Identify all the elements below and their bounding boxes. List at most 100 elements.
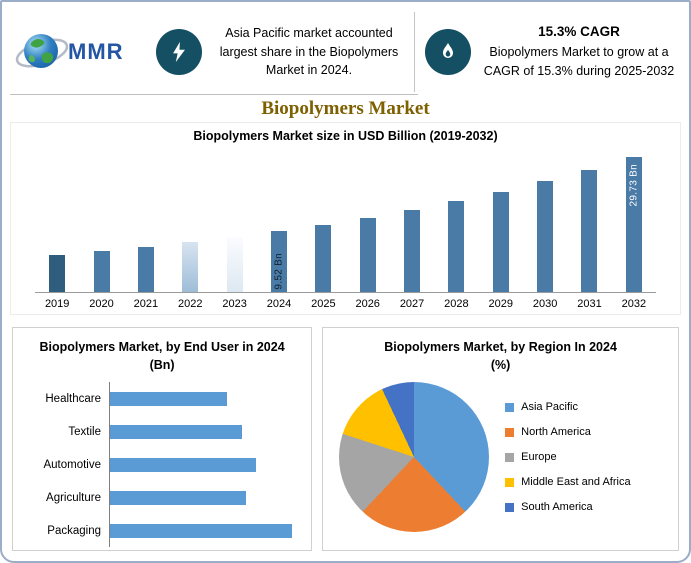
x-axis-label-2021: 2021 bbox=[133, 298, 159, 310]
logo-text: MMR bbox=[68, 39, 124, 64]
x-axis-label-2024: 2024 bbox=[266, 298, 292, 310]
x-axis-label-2025: 2025 bbox=[311, 298, 336, 310]
bar-column-2029 bbox=[479, 153, 523, 292]
hbar-automotive bbox=[110, 457, 256, 472]
x-axis-label-2028: 2028 bbox=[444, 298, 469, 310]
legend-swatch bbox=[505, 402, 515, 412]
legend-label: South America bbox=[521, 501, 593, 514]
bar-2022 bbox=[182, 242, 199, 292]
bar-2028 bbox=[448, 201, 465, 292]
bar-column-2028 bbox=[434, 153, 478, 292]
market-size-chart: Biopolymers Market size in USD Billion (… bbox=[10, 122, 681, 315]
mmr-logo: MMR bbox=[14, 25, 152, 79]
legend-item: North America bbox=[505, 426, 630, 438]
x-axis-label-2030: 2030 bbox=[532, 298, 558, 310]
header: MMR Asia Pacific market accounted larges… bbox=[2, 2, 689, 94]
bar-column-2026 bbox=[346, 153, 390, 292]
end-user-chart-title: Biopolymers Market, by End User in 2024 … bbox=[39, 340, 285, 373]
bar-2023 bbox=[226, 237, 243, 292]
x-axis-label-2020: 2020 bbox=[89, 298, 114, 310]
x-axis-label-2031: 2031 bbox=[577, 298, 602, 310]
hbar-track bbox=[109, 481, 299, 515]
bar-value-label-2032: 29.73 Bn bbox=[628, 164, 640, 207]
highlight-right-text: Biopolymers Market to grow at a CAGR of … bbox=[483, 44, 675, 78]
legend-item: Asia Pacific bbox=[505, 401, 630, 413]
hbar-row-textile: Textile bbox=[25, 415, 299, 449]
legend-swatch bbox=[505, 477, 515, 487]
bar-column-2032: 29.73 Bn bbox=[612, 153, 656, 292]
hbar-track bbox=[109, 448, 299, 482]
region-legend: Asia Pacific North America Europe Middle Ea… bbox=[505, 401, 631, 513]
region-pie bbox=[339, 382, 490, 533]
x-axis-label-2022: 2022 bbox=[178, 298, 203, 310]
legend-swatch bbox=[505, 502, 515, 512]
bar-2030 bbox=[537, 181, 554, 292]
bar-column-2031 bbox=[567, 153, 611, 292]
bar-2019 bbox=[49, 255, 66, 292]
x-axis-label-2027: 2027 bbox=[399, 298, 425, 310]
hbar-healthcare bbox=[110, 391, 228, 406]
region-chart: Biopolymers Market, by Region In 2024 (%… bbox=[322, 327, 679, 551]
hbar-chart-rows: Healthcare Textile Automotive Agriculture Pa… bbox=[25, 382, 299, 548]
bar-column-2027 bbox=[390, 153, 434, 292]
hbar-row-automotive: Automotive bbox=[25, 448, 299, 482]
legend-item: South America bbox=[505, 501, 630, 513]
bar-2026 bbox=[359, 218, 376, 292]
hbar-track bbox=[109, 382, 299, 416]
bar-value-label-2024: 9.52 Bn bbox=[273, 253, 285, 290]
region-chart-title: Biopolymers Market, by Region In 2024 (%… bbox=[384, 340, 617, 373]
legend-label: Middle East and Africa bbox=[521, 476, 631, 489]
hbar-label: Healthcare bbox=[45, 392, 101, 405]
pie-row: Asia Pacific North America Europe Middle Ea… bbox=[335, 382, 666, 533]
bar-2029 bbox=[492, 192, 509, 292]
legend-swatch bbox=[505, 452, 515, 462]
highlight-left-text: Asia Pacific market accounted largest sh… bbox=[219, 25, 399, 78]
x-axis-label-2026: 2026 bbox=[355, 298, 380, 310]
cagr-value: 15.3% CAGR bbox=[538, 23, 620, 39]
bar-column-2022 bbox=[168, 153, 212, 292]
legend-swatch bbox=[505, 427, 515, 437]
bar-2021 bbox=[137, 247, 154, 292]
x-axis-label-2019: 2019 bbox=[44, 298, 70, 310]
legend-label: North America bbox=[521, 426, 591, 439]
hbar-row-packaging: Packaging bbox=[25, 514, 299, 548]
bar-2027 bbox=[404, 210, 421, 292]
flame-glyph bbox=[442, 42, 454, 58]
highlight-right: 15.3% CAGR Biopolymers Market to grow at… bbox=[415, 24, 677, 81]
legend-item: Europe bbox=[505, 451, 630, 463]
bar-column-2030 bbox=[523, 153, 567, 292]
legend-item: Middle East and Africa bbox=[505, 476, 631, 489]
bar-column-2024: 9.52 Bn bbox=[257, 153, 301, 292]
bar-2020 bbox=[93, 251, 110, 292]
hbar-agriculture bbox=[110, 490, 247, 505]
legend-label: Europe bbox=[521, 451, 557, 464]
end-user-chart: Biopolymers Market, by End User in 2024 … bbox=[12, 327, 313, 551]
bottom-charts: Biopolymers Market, by End User in 2024 … bbox=[12, 327, 679, 551]
x-axis-label-2023: 2023 bbox=[222, 298, 247, 310]
globe-icon bbox=[15, 34, 69, 68]
hbar-track bbox=[109, 415, 299, 449]
hbar-label: Agriculture bbox=[46, 491, 101, 504]
bar-column-2025 bbox=[301, 153, 345, 292]
flame-icon bbox=[425, 29, 471, 75]
page-title: Biopolymers Market bbox=[261, 98, 430, 119]
bar-chart-xaxis: 2019 2020 2021 2022 2023 2024 2025 2026 2027 2028… bbox=[35, 293, 656, 310]
bar-column-2023 bbox=[212, 153, 256, 292]
hbar-row-agriculture: Agriculture bbox=[25, 481, 299, 515]
lightning-icon bbox=[156, 29, 202, 75]
bar-column-2020 bbox=[79, 153, 123, 292]
x-axis-label-2032: 2032 bbox=[621, 298, 647, 310]
hbar-label: Textile bbox=[68, 425, 101, 438]
hbar-packaging bbox=[110, 523, 292, 538]
bar-column-2019 bbox=[35, 153, 79, 292]
header-divider bbox=[414, 12, 415, 92]
bar-column-2021 bbox=[124, 153, 168, 292]
hbar-row-healthcare: Healthcare bbox=[25, 382, 299, 416]
hbar-track bbox=[109, 514, 299, 548]
hbar-label: Automotive bbox=[43, 458, 101, 471]
bar-2024: 9.52 Bn bbox=[270, 231, 287, 292]
hbar-label: Packaging bbox=[47, 524, 101, 537]
bar-2032: 29.73 Bn bbox=[625, 157, 642, 292]
hbar-textile bbox=[110, 424, 243, 439]
